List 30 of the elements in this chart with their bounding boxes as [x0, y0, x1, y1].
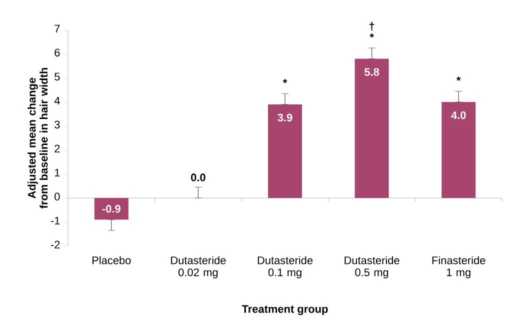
y-axis-title: Adjusted mean change from baseline in hair width [28, 68, 48, 208]
bar [442, 102, 476, 198]
annotation: * [456, 76, 461, 81]
y-tick-label: 6 [54, 48, 60, 57]
y-tick-label: -2 [50, 240, 60, 248]
annotation: † [369, 22, 374, 31]
data-label: 0.0 [191, 174, 206, 182]
y-tick-label: 5 [54, 72, 60, 81]
y-tick-label: 7 [54, 24, 60, 32]
y-tick-label: 3 [54, 120, 60, 129]
data-label: 3.9 [278, 114, 292, 122]
data-label: 4.0 [451, 111, 466, 120]
y-tick-label: 4 [54, 96, 60, 104]
y-tick-label: -1 [50, 216, 60, 224]
y-tick-label: 2 [54, 144, 60, 152]
bar [354, 58, 389, 198]
annotation: * [282, 79, 288, 84]
bar [268, 104, 302, 198]
y-tick-label: 1 [54, 168, 60, 176]
data-label: -0.9 [102, 204, 120, 213]
bar [94, 198, 128, 220]
x-tick-label: Dutasteride 0.5 mg [344, 256, 400, 278]
data-label: 5.8 [364, 68, 380, 76]
y-tick-label: 0 [54, 192, 60, 200]
x-tick-label: Finasteride 1 mg [432, 256, 486, 278]
x-axis-title: Treatment group [242, 305, 328, 316]
x-tick-label: Placebo [92, 256, 131, 264]
x-tick-label: Dutasteride 0.02 mg [171, 256, 226, 278]
annotation: * [370, 33, 374, 38]
x-tick-label: Dutasteride 0.1 mg [258, 256, 313, 278]
